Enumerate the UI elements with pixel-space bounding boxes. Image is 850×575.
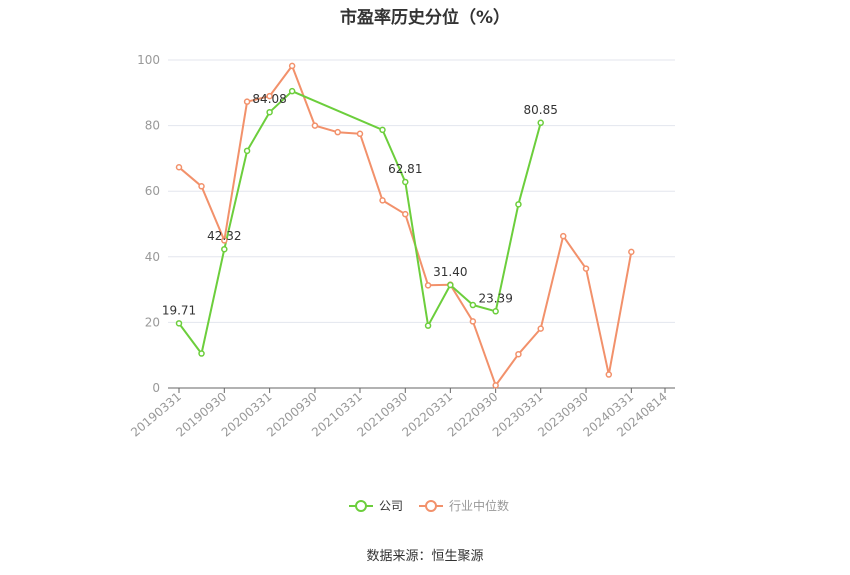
data-point (356, 130, 364, 138)
data-point (605, 371, 613, 378)
data-point (424, 282, 432, 289)
data-label: 19.71 (162, 303, 196, 317)
data-point (221, 237, 228, 244)
data-point (198, 350, 205, 357)
chart-title: 市盈率历史分位（%） (339, 8, 511, 28)
data-point (175, 164, 183, 171)
data-label: 80.85 (524, 103, 558, 117)
data-label: 84.08 (252, 92, 286, 106)
legend-swatch-marker (355, 500, 367, 512)
y-tick-label: 0 (152, 381, 160, 395)
data-point (221, 245, 228, 253)
y-tick-label: 100 (137, 53, 160, 67)
data-point (402, 210, 409, 218)
data-point (582, 265, 590, 272)
data-point (175, 320, 183, 327)
data-point (515, 350, 522, 358)
data-point (515, 201, 522, 208)
y-tick-label: 40 (145, 250, 160, 264)
data-point (243, 98, 251, 105)
data-point (288, 87, 296, 95)
data-point (266, 108, 273, 116)
data-point (334, 128, 341, 136)
data-source: 数据来源：恒生聚源 (366, 549, 484, 564)
data-point (559, 232, 567, 240)
y-tick-label: 20 (145, 315, 160, 329)
data-point (469, 318, 477, 325)
data-label: 23.39 (478, 291, 512, 305)
data-label: 42.32 (207, 229, 241, 243)
data-point (492, 308, 499, 315)
data-point (537, 119, 544, 127)
data-point (424, 322, 432, 329)
data-point (628, 248, 635, 256)
data-point (447, 281, 454, 289)
data-point (379, 126, 386, 134)
data-label: 62.81 (388, 162, 422, 176)
data-point (469, 301, 477, 309)
data-point (311, 122, 319, 129)
data-point (492, 382, 499, 389)
series-line (178, 90, 542, 355)
data-point (379, 197, 386, 204)
data-point (198, 183, 205, 190)
data-label: 31.40 (433, 265, 467, 279)
data-point (288, 62, 296, 70)
data-point (266, 92, 273, 100)
data-point (537, 325, 544, 332)
data-point (243, 147, 251, 155)
legend-label: 行业中位数 (449, 498, 509, 513)
y-tick-label: 60 (145, 184, 160, 198)
series-line (178, 64, 633, 387)
legend-label: 公司 (379, 499, 403, 513)
data-point (402, 178, 409, 186)
legend-swatch-marker (425, 500, 437, 512)
y-tick-label: 80 (145, 119, 160, 133)
